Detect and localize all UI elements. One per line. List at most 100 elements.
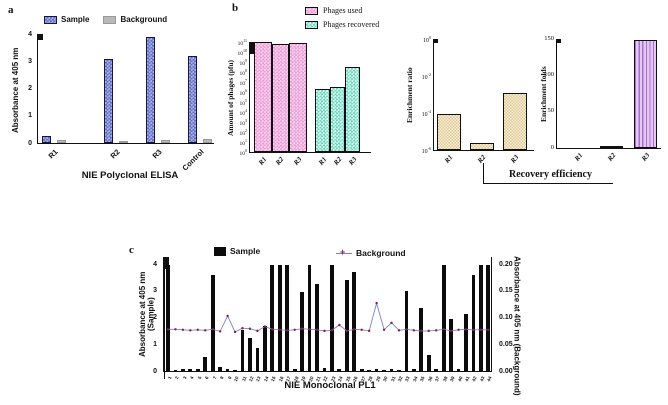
y-tick: [250, 46, 254, 47]
legend-item-sample: Sample: [44, 15, 89, 24]
legend-label-phages-recovered: Phages recovered: [323, 20, 380, 29]
bar-phages-recovered-R1: [315, 89, 330, 152]
panel-a-legend: Sample Background: [44, 15, 167, 24]
x-tick: [164, 376, 165, 379]
y-tick: [250, 50, 254, 51]
x-tick-label: R2: [108, 147, 122, 161]
x-tick: [164, 316, 165, 319]
x-tick: [164, 363, 165, 367]
panel-a-label: a: [8, 4, 14, 16]
x-tick: [164, 313, 165, 317]
y-tick-label: 101: [239, 138, 248, 147]
legend-item-phages-recovered: Phages recovered: [305, 20, 379, 29]
sample-swatch-icon: [44, 15, 57, 24]
x-tick-label: R3: [150, 147, 164, 161]
x-tick: [164, 293, 165, 297]
panel-b3-y-axis-title: Enrichment folds: [539, 66, 548, 122]
right-y-tick: [164, 258, 169, 260]
bar-sample-3: [181, 369, 185, 371]
y-tick-label: 105: [239, 98, 248, 107]
legend-label-phages-used: Phages used: [323, 6, 363, 15]
bar-sample-42: [471, 274, 476, 371]
bar-sample-16: [277, 265, 282, 371]
y-tick-label: 10-4: [421, 109, 431, 119]
bar-sample-15: [270, 265, 275, 371]
recovery-efficiency-label: Recovery efficiency: [508, 169, 592, 180]
x-tick-label: R1: [442, 153, 455, 165]
x-tick: [164, 373, 165, 377]
y-tick-label: 1010: [237, 48, 248, 57]
bar-sample-24: [337, 369, 342, 371]
panel-c-plot: 0 0.00 1 0.05 2 0.10 3 0.15 4 0.20 1 2 3 4 5 6 7 8 9 10 11 12…: [153, 257, 513, 382]
y-tick: [434, 41, 438, 42]
x-tick: [164, 321, 165, 324]
x-tick: [164, 336, 165, 339]
bar-sample-35: [419, 308, 424, 371]
x-tick: [164, 278, 165, 282]
y-tick-label: 109: [239, 58, 248, 67]
panel-b-label: b: [232, 2, 239, 14]
left-y-tick-label: 4: [153, 260, 157, 268]
bar-sample-7: [210, 274, 215, 371]
y-tick-label: 106: [239, 88, 248, 97]
x-tick: [164, 371, 165, 374]
y-tick: [434, 39, 438, 40]
bar-sample-17: [285, 265, 290, 371]
x-tick: [164, 276, 165, 279]
x-tick: [164, 366, 165, 369]
y-tick-label: 50: [547, 107, 555, 115]
recovery-bracket-riser: [483, 163, 485, 184]
bar-sample-31: [389, 369, 394, 371]
y-tick: [38, 37, 43, 39]
x-tick: [164, 326, 165, 329]
phages-used-swatch-icon: [305, 6, 318, 15]
bar-sample-28: [367, 369, 372, 371]
background-line-series: [166, 301, 490, 334]
y-tick: [557, 40, 561, 41]
x-tick: [164, 346, 165, 349]
legend-label-sample: Sample: [61, 15, 90, 24]
bar-background-R3: [161, 140, 170, 143]
panel-a-x-axis-title: NIE Polyclonal ELISA: [81, 170, 179, 181]
right-y-tick: [164, 260, 169, 262]
panel-a-plot: 0 1 2 3 4 R1 R2 R3 Control: [28, 31, 214, 173]
x-tick-label: Control: [180, 147, 206, 173]
x-tick: [164, 283, 165, 287]
x-tick: [164, 306, 165, 309]
bar-sample-2: [173, 369, 178, 371]
panel-b2-y-axis-title: Enrichment ratio: [405, 67, 414, 123]
y-tick-label: 2: [28, 85, 32, 92]
legend-label-sample-c: Sample: [230, 246, 261, 256]
bar-sample-20: [307, 265, 312, 371]
x-tick-label: R1: [46, 147, 60, 161]
y-tick: [557, 42, 561, 43]
bar-sample-30: [382, 369, 386, 371]
y-tick-label: 100: [239, 148, 248, 157]
x-tick: [164, 328, 165, 332]
bar-sample-R1: [42, 136, 51, 143]
y-tick: [250, 45, 254, 46]
panel-c-x-axis-title: NIE Monoclonal PL1: [284, 380, 376, 391]
legend-label-background: Background: [120, 15, 168, 24]
x-tick: [164, 308, 165, 312]
bar-phages-used-R3: [289, 42, 307, 152]
bar-sample-43: [479, 265, 483, 371]
panel-b2-plot: 100 10-2 10-4 10-6 R1 R2 R3: [422, 36, 534, 165]
bar-enrichment-ratio-R1: [437, 113, 461, 150]
bar-sample-37: [434, 369, 439, 371]
y-tick: [250, 49, 254, 50]
bar-sample-21: [315, 283, 319, 371]
y-tick-label: 100: [423, 35, 431, 45]
x-tick: [164, 291, 165, 294]
y-tick: [250, 42, 254, 43]
x-tick: [164, 303, 165, 307]
x-tick: [164, 343, 165, 347]
right-y-tick-label: 0.00: [499, 367, 513, 375]
bar-sample-6: [203, 356, 208, 371]
bar-sample-13: [255, 348, 260, 371]
x-tick: [164, 331, 165, 334]
x-tick: [164, 353, 165, 357]
y-tick: [250, 44, 254, 45]
y-tick: [38, 34, 43, 36]
